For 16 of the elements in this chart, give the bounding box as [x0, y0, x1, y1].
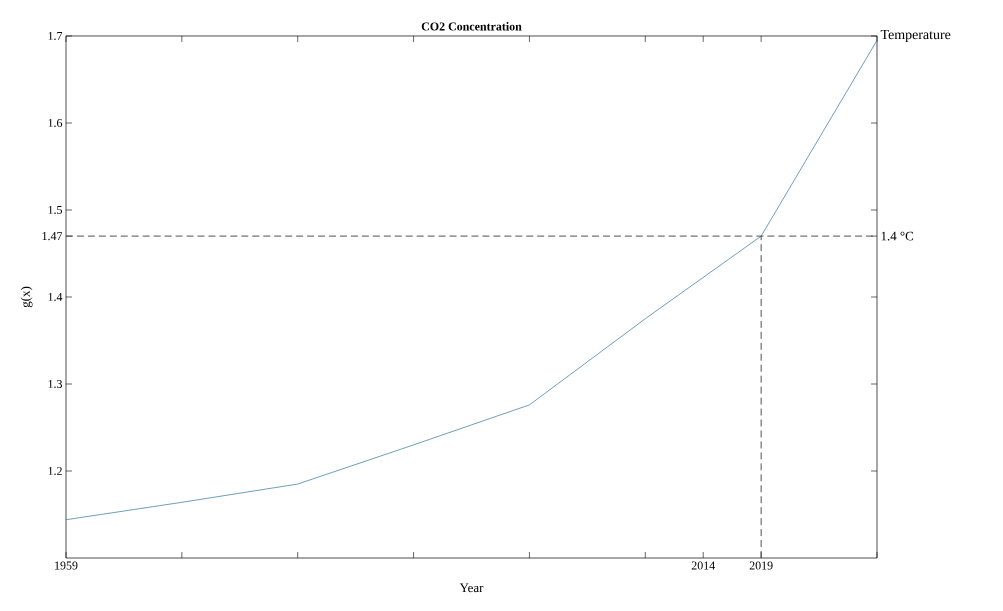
- y-tick-label: 1.2: [48, 466, 62, 476]
- x-axis-title: Year: [459, 583, 484, 593]
- y-tick-label: 1.3: [48, 379, 63, 389]
- line-series: [65, 39, 878, 521]
- y-tick-label: 1.6: [48, 118, 63, 128]
- x-tick-label: 1959: [55, 561, 78, 570]
- y-tick-label: 1.47: [42, 232, 63, 241]
- y-axis-title: g(x): [20, 286, 33, 308]
- x-tick-label: 2019: [749, 561, 773, 570]
- chart-title: CO2 Concentration: [421, 22, 522, 31]
- y-tick-label: 1.4: [48, 292, 63, 302]
- y2-axis-title: Temperature: [880, 29, 951, 43]
- y-tick-label: 1.5: [48, 205, 63, 215]
- x-tick-label: 2014: [691, 561, 715, 570]
- y-tick-label: 1.7: [48, 31, 63, 41]
- ref-line-label: 1.4 °C: [881, 231, 914, 241]
